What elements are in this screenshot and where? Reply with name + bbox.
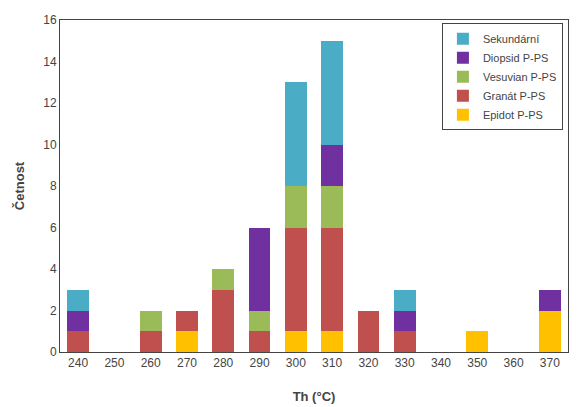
svg-text:16: 16 [43,13,57,27]
svg-text:270: 270 [177,356,197,370]
svg-text:260: 260 [141,356,161,370]
svg-text:Diopsid P-PS: Diopsid P-PS [483,52,548,64]
svg-text:Četnost: Četnost [12,161,27,210]
svg-text:320: 320 [358,356,378,370]
svg-text:340: 340 [431,356,451,370]
svg-text:Sekundární: Sekundární [483,33,539,45]
svg-text:10: 10 [43,138,57,152]
svg-text:12: 12 [43,96,57,110]
svg-text:0: 0 [50,345,57,359]
svg-text:8: 8 [50,179,57,193]
svg-text:300: 300 [286,356,306,370]
svg-text:Vesuvian P-PS: Vesuvian P-PS [483,71,556,83]
svg-text:Epidot P-PS: Epidot P-PS [483,109,543,121]
svg-text:280: 280 [213,356,233,370]
svg-text:14: 14 [43,55,57,69]
svg-text:6: 6 [50,221,57,235]
svg-text:250: 250 [104,356,124,370]
svg-text:290: 290 [250,356,270,370]
svg-text:330: 330 [395,356,415,370]
svg-text:240: 240 [68,356,88,370]
svg-text:350: 350 [467,356,487,370]
svg-text:4: 4 [50,262,57,276]
svg-text:Th (°C): Th (°C) [293,389,336,404]
svg-text:360: 360 [504,356,524,370]
svg-text:2: 2 [50,304,57,318]
svg-text:370: 370 [540,356,560,370]
svg-text:310: 310 [322,356,342,370]
svg-text:Granát P-PS: Granát P-PS [483,90,545,102]
